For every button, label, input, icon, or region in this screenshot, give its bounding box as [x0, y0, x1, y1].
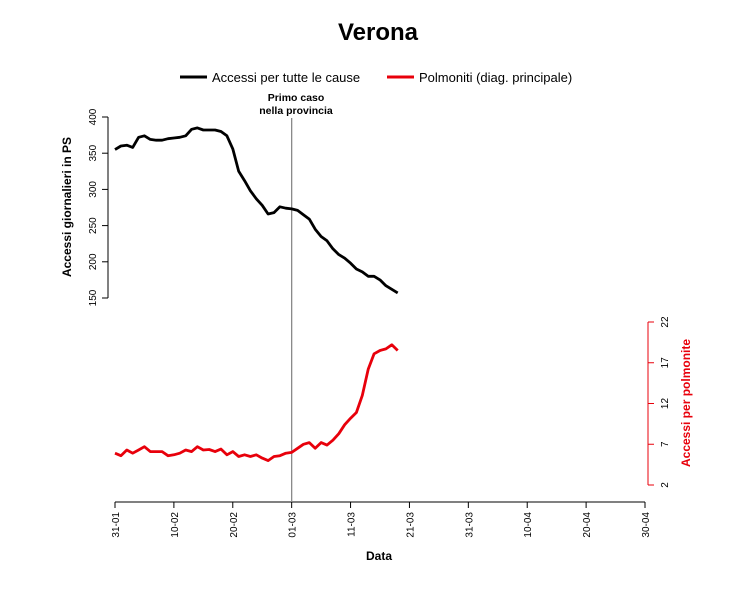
y-left-tick-label: 250 — [88, 217, 99, 234]
x-axis-label: Data — [366, 549, 392, 563]
x-tick-label: 31-01 — [111, 512, 122, 538]
x-tick-label: 01-03 — [288, 512, 299, 538]
x-tick-label: 30-04 — [641, 512, 652, 538]
y-left-tick-label: 350 — [88, 144, 99, 161]
y-left-tick-label: 300 — [88, 181, 99, 198]
x-tick-label: 21-03 — [405, 512, 416, 538]
y-right-tick-label: 12 — [660, 398, 671, 410]
annotation-line-1: Primo caso — [268, 92, 325, 104]
x-tick-label: 10-04 — [523, 512, 534, 538]
y-left-tick-label: 200 — [88, 253, 99, 270]
annotation-line-2: nella provincia — [259, 105, 333, 117]
y-right-tick-label: 7 — [660, 441, 671, 447]
y-right-label: Accessi per polmonite — [679, 339, 693, 467]
y-left-tick-label: 400 — [88, 108, 99, 125]
series-line-all-causes — [114, 126, 399, 295]
legend: Accessi per tutte le cause Polmoniti (di… — [180, 70, 572, 85]
y-left-tick-label: 150 — [88, 289, 99, 306]
y-left-label: Accessi giornalieri in PS — [60, 137, 74, 277]
annotation: Primo caso nella provincia — [259, 92, 333, 117]
series-line-pneumonia — [114, 343, 399, 463]
x-tick-label: 20-02 — [229, 512, 240, 538]
y-right-tick-label: 2 — [660, 482, 671, 488]
y-right-tick-label: 17 — [660, 357, 671, 369]
x-tick-label: 11-03 — [347, 512, 358, 537]
legend-label-all-causes: Accessi per tutte le cause — [212, 70, 360, 85]
x-tick-label: 31-03 — [464, 512, 475, 538]
x-tick-label: 10-02 — [170, 512, 181, 538]
y-right-tick-label: 22 — [660, 316, 671, 328]
chart-title: Verona — [338, 19, 419, 46]
x-tick-label: 20-04 — [582, 512, 593, 538]
legend-label-pneumonia: Polmoniti (diag. principale) — [419, 70, 572, 85]
